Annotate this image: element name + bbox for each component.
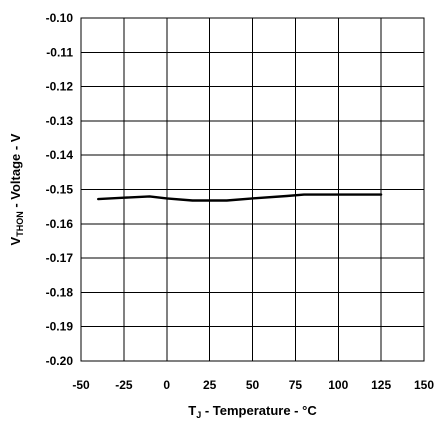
- grid: [80, 17, 425, 362]
- y-tick-label: -0.18: [46, 285, 74, 299]
- plot-frame: [80, 17, 425, 362]
- series-layer: [96, 193, 383, 202]
- y-tick-label: -0.17: [46, 251, 74, 265]
- x-tick-label: -50: [72, 378, 90, 392]
- y-tick-label: -0.15: [46, 183, 74, 197]
- y-tick-label: -0.11: [46, 45, 73, 59]
- x-axis-title: TJ - Temperature - °C: [188, 403, 317, 420]
- x-tick-label: 100: [328, 378, 348, 392]
- x-tick-label: 0: [163, 378, 170, 392]
- x-axis-title-subscript: J: [196, 410, 201, 420]
- x-tick-label: -25: [115, 378, 133, 392]
- y-tick-label: -0.12: [46, 80, 74, 94]
- y-tick-label: -0.14: [46, 148, 74, 162]
- y-tick-label: -0.13: [46, 114, 74, 128]
- x-tick-label: 150: [414, 378, 434, 392]
- x-tick-label: 25: [203, 378, 217, 392]
- series-line: [96, 193, 383, 202]
- x-tick-label: 50: [246, 378, 260, 392]
- y-axis-title: VTHON - Voltage - V: [8, 133, 25, 245]
- y-tick-labels: -0.10 -0.11 -0.12 -0.13 -0.14 -0.15 -0.16 -0.17…: [46, 11, 74, 368]
- y-axis-title-rest: - Voltage - V: [8, 133, 23, 211]
- y-tick-label: -0.19: [46, 320, 74, 334]
- x-tick-labels: -50 -25 0 25 50 75 100 125 150: [72, 378, 434, 392]
- y-axis-title-main: V: [8, 236, 23, 245]
- x-axis-title-main: T: [188, 403, 196, 418]
- x-tick-label: 75: [289, 378, 303, 392]
- x-tick-label: 125: [371, 378, 391, 392]
- y-tick-label: -0.16: [46, 217, 74, 231]
- x-axis-title-rest: - Temperature - °C: [201, 403, 317, 418]
- y-axis-title-subscript: THON: [15, 211, 25, 237]
- y-tick-label: -0.20: [46, 354, 74, 368]
- y-tick-label: -0.10: [46, 11, 74, 25]
